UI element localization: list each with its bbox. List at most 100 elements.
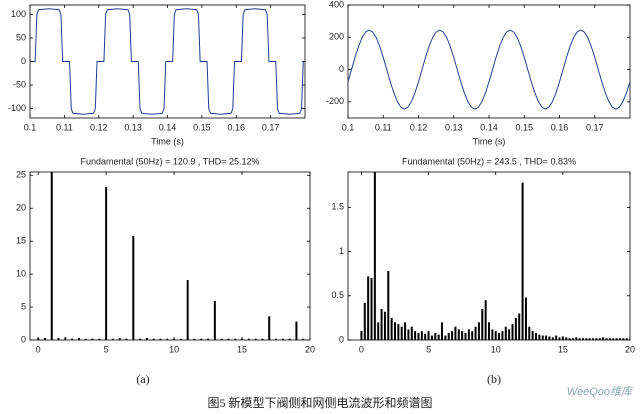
bar — [625, 338, 628, 340]
bar — [220, 338, 223, 340]
x-tick-label: 0.14 — [480, 122, 498, 132]
bar — [471, 331, 474, 340]
bar — [254, 338, 257, 340]
bar — [387, 271, 390, 340]
bar — [50, 172, 53, 340]
x-tick-label: 0.1 — [24, 122, 37, 132]
chart: 0 5 10 15 20 0 5 10 15 20 25 Fundamental (50Hz) = 1… — [16, 156, 315, 354]
bar — [461, 331, 464, 340]
x-tick-label: 0.15 — [515, 122, 533, 132]
bar — [71, 338, 74, 340]
x-tick-label: 5 — [426, 344, 431, 354]
plot-frame — [29, 171, 311, 341]
line — [348, 29, 630, 110]
chart: 0.1 0.11 0.12 0.13 0.14 0.15 0.16 0.17 -200 0 200 4… — [326, 0, 631, 146]
bar — [464, 332, 467, 340]
bar — [531, 331, 534, 340]
bar — [457, 329, 460, 340]
bar — [430, 335, 433, 340]
bar — [186, 280, 189, 340]
bar — [511, 324, 514, 340]
caption-a: (a) — [136, 372, 149, 386]
bar — [159, 338, 162, 340]
bar — [377, 322, 380, 340]
y-tick-label: 0 — [339, 334, 344, 344]
bar — [275, 338, 278, 340]
bar — [441, 322, 443, 340]
bar — [524, 297, 527, 340]
bar — [145, 338, 148, 340]
y-tick-label: 25 — [16, 170, 26, 180]
bar — [467, 329, 470, 340]
plot-area — [30, 8, 305, 115]
bar — [578, 338, 581, 340]
y-tick-label: 0 — [21, 334, 26, 344]
bar — [200, 338, 203, 340]
bar — [43, 338, 46, 340]
y-tick-label: 100 — [11, 9, 26, 19]
bar — [98, 338, 101, 340]
bar — [508, 329, 511, 340]
bar — [390, 317, 393, 340]
y-tick-label: 0.5 — [331, 290, 344, 300]
x-tick-label: 0.13 — [445, 122, 463, 132]
caption-b: (b) — [487, 372, 501, 386]
x-tick-label: 0.15 — [193, 122, 211, 132]
bar — [370, 278, 373, 340]
bar — [302, 338, 305, 340]
y-tick-label: -100 — [8, 103, 26, 113]
bar — [268, 316, 271, 340]
x-tick-label: 0.12 — [90, 122, 108, 132]
bar — [575, 337, 578, 340]
bar — [111, 338, 114, 340]
bar — [454, 326, 457, 340]
bar — [447, 332, 450, 340]
bar — [501, 331, 504, 340]
x-tick-label: 10 — [491, 344, 501, 354]
bar — [484, 300, 487, 340]
bar — [521, 182, 524, 340]
bar — [548, 336, 551, 340]
chart: 0 5 10 15 20 0 0.5 1 1.5 Fundamental (50Hz) = 243… — [331, 156, 635, 354]
y-tick-label: 200 — [329, 32, 344, 42]
y-tick-label: 1.5 — [331, 202, 344, 212]
bar — [367, 276, 370, 340]
y-tick-label: 0 — [339, 64, 344, 74]
x-axis-label: Time (s) — [151, 136, 184, 146]
x-tick-label: 0.11 — [56, 122, 73, 132]
x-tick-label: 15 — [558, 344, 568, 354]
plot-area — [37, 172, 305, 340]
bar — [592, 338, 595, 340]
bar — [166, 338, 169, 340]
bar — [571, 338, 574, 340]
bar — [234, 338, 237, 340]
y-tick-label: 50 — [16, 32, 26, 42]
x-tick-label: 0 — [359, 344, 364, 354]
bar — [598, 338, 601, 340]
x-tick-label: 0.13 — [124, 122, 142, 132]
bar — [84, 338, 87, 340]
x-tick-label: 0.17 — [262, 122, 280, 132]
bar — [622, 338, 625, 340]
bar — [434, 332, 437, 340]
bar — [420, 331, 423, 340]
bar — [608, 338, 611, 340]
bar — [247, 338, 250, 340]
bar — [207, 338, 210, 340]
x-tick-label: 0.16 — [551, 122, 569, 132]
plot-frame — [347, 171, 631, 341]
bar — [477, 322, 480, 340]
bar — [360, 331, 363, 340]
bar — [118, 338, 121, 340]
bar — [618, 338, 621, 340]
x-tick-label: 0.17 — [586, 122, 604, 132]
bar — [568, 338, 571, 340]
bar — [407, 329, 410, 340]
bar — [588, 338, 591, 340]
bar — [281, 338, 284, 340]
bar — [213, 301, 216, 340]
x-tick-label: 20 — [625, 344, 635, 354]
x-tick-label: 0 — [36, 344, 41, 354]
bar — [380, 309, 383, 340]
